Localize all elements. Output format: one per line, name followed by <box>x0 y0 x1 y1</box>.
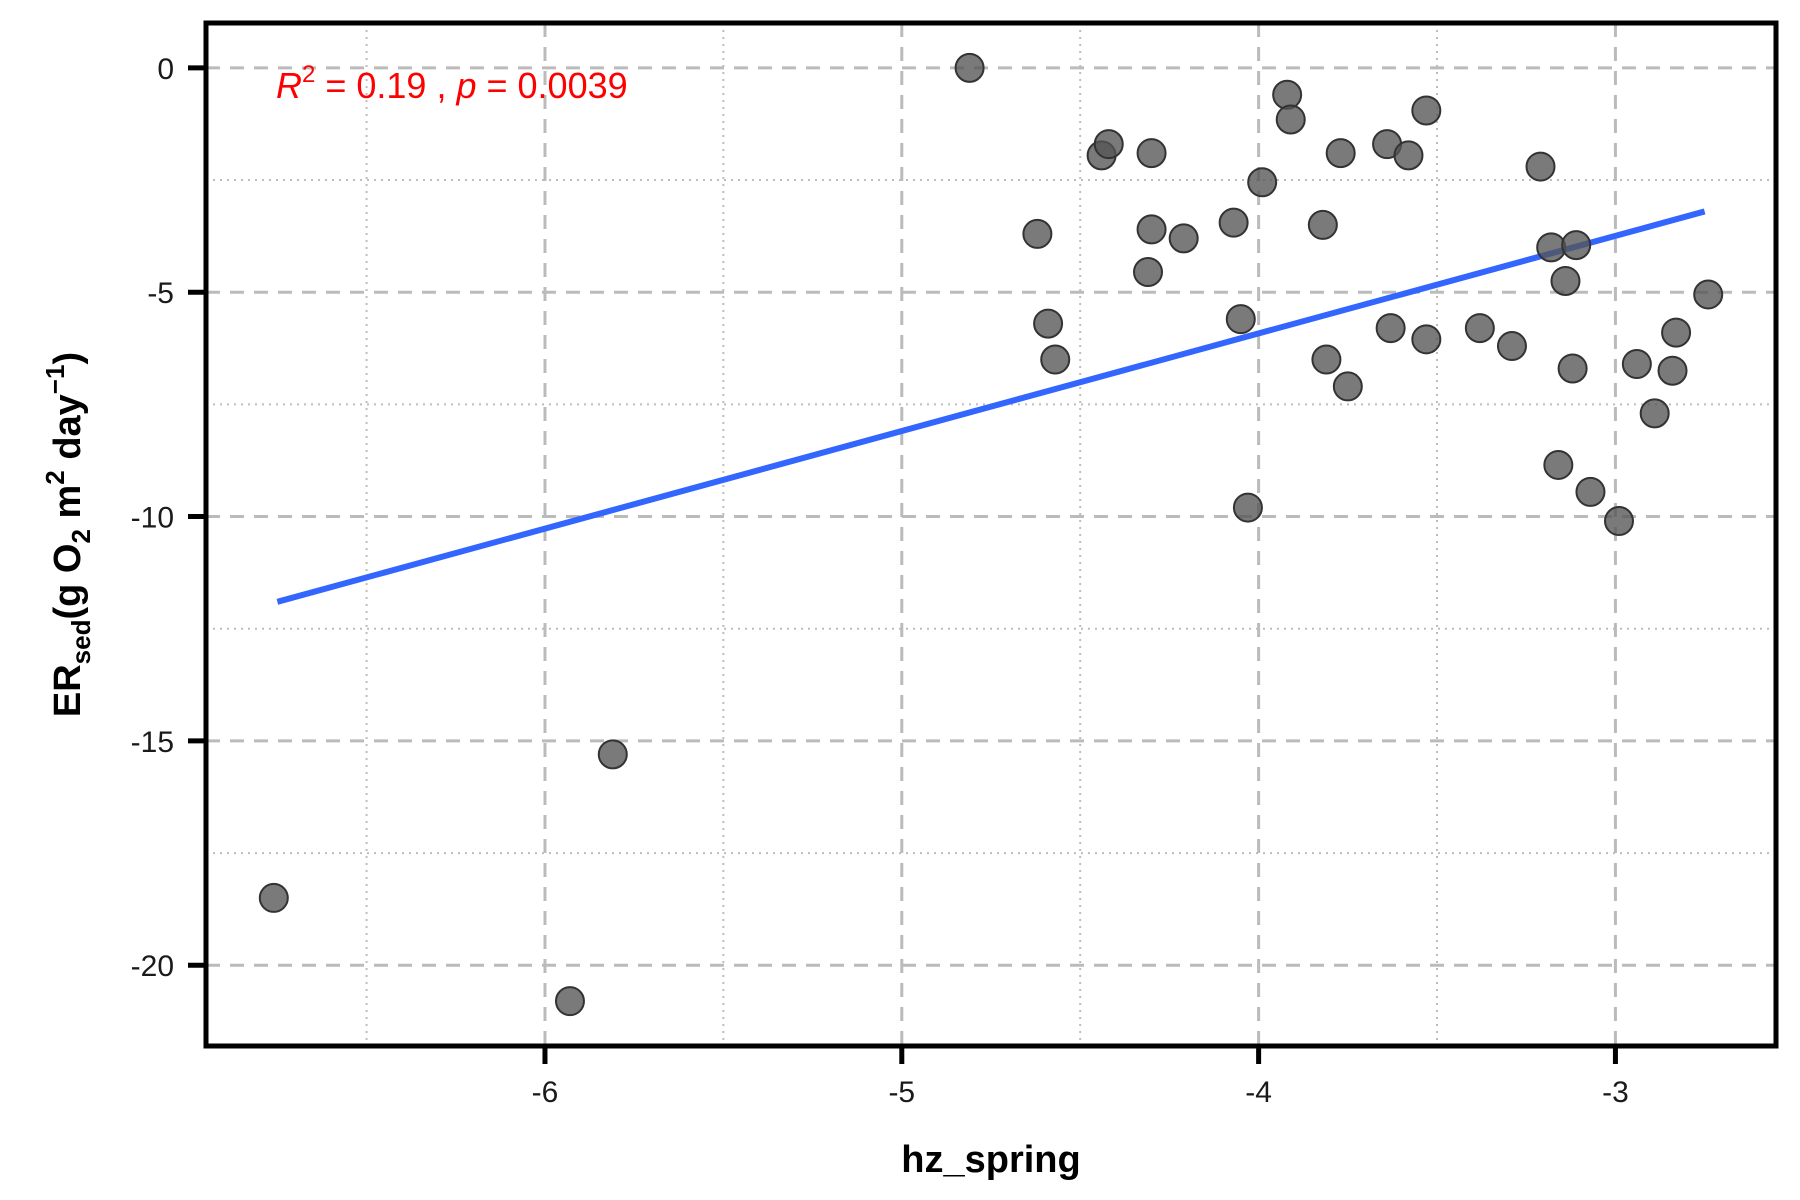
data-point <box>1307 209 1338 240</box>
r-superscript: 2 <box>302 61 315 88</box>
data-point <box>1693 279 1724 310</box>
regression-line <box>276 208 1706 605</box>
data-point <box>1657 355 1688 386</box>
data-point <box>1093 129 1124 160</box>
y-title-day-superscript: −1 <box>40 365 70 395</box>
data-point <box>1218 207 1249 238</box>
points-layer <box>258 52 1724 1017</box>
r2-value: = 0.19 , <box>315 65 456 106</box>
x-tick-label: -6 <box>532 1076 559 1109</box>
data-point <box>1247 167 1278 198</box>
data-point <box>1272 79 1303 110</box>
p-value: = 0.0039 <box>477 65 628 106</box>
data-point <box>1411 324 1442 355</box>
y-tick-label: -20 <box>131 950 174 983</box>
data-point <box>954 52 985 83</box>
y-tick-label: 0 <box>157 53 174 86</box>
y-title-m-superscript: 2 <box>40 470 70 484</box>
y-tick-label: -5 <box>147 277 174 310</box>
p-label: p <box>455 65 476 106</box>
r2-p-annotation: R2 = 0.19 , p = 0.0039 <box>276 61 628 106</box>
data-point <box>1136 214 1167 245</box>
data-point <box>1022 218 1053 249</box>
axis-ticks: -6 -5 -4 -3 0 -5 -10 -15 -20 <box>131 53 1629 1109</box>
data-point <box>1375 313 1406 344</box>
data-point <box>1604 506 1634 537</box>
data-point <box>1033 308 1064 339</box>
fit-layer <box>276 208 1706 605</box>
r-label: R <box>276 65 302 106</box>
data-point <box>1325 138 1356 169</box>
x-axis-title: hz_spring <box>901 1139 1080 1181</box>
x-tick-label: -3 <box>1602 1076 1629 1109</box>
x-tick-label: -4 <box>1245 1076 1272 1109</box>
data-point <box>1561 230 1592 261</box>
data-point <box>1621 349 1652 379</box>
data-point <box>1543 449 1574 480</box>
y-title-main: ER <box>47 664 89 717</box>
x-tick-label: -5 <box>888 1076 915 1109</box>
data-point <box>1225 304 1256 335</box>
data-point <box>1550 265 1581 296</box>
y-title-units-mid: m <box>47 485 89 529</box>
data-point <box>1661 317 1692 348</box>
plot-panel-border <box>203 20 1779 1049</box>
data-point <box>258 882 289 913</box>
data-point <box>1496 331 1527 362</box>
y-title-o-subscript: 2 <box>66 529 96 543</box>
data-point <box>1168 223 1199 254</box>
data-point <box>1232 492 1263 523</box>
data-point <box>1557 353 1588 384</box>
data-point <box>1393 140 1424 171</box>
data-point <box>1332 371 1363 402</box>
data-point <box>1639 398 1670 429</box>
y-tick-label: -15 <box>131 726 174 759</box>
data-point <box>1411 95 1442 126</box>
y-tick-label: -10 <box>131 502 174 535</box>
y-title-subscript: sed <box>66 620 96 665</box>
y-title-units-end: day <box>47 394 89 470</box>
y-title-units-prefix: (g O <box>47 544 89 620</box>
data-point <box>1133 257 1163 288</box>
y-axis-title: ERsed(g O2 m2 day−1) <box>40 352 96 717</box>
data-point <box>1136 138 1167 169</box>
data-point <box>554 986 585 1017</box>
data-point <box>1525 151 1556 182</box>
data-point <box>1040 344 1071 375</box>
data-point <box>1536 232 1567 263</box>
data-point <box>1575 476 1606 507</box>
y-title-close: ) <box>47 352 89 365</box>
data-point <box>597 739 628 770</box>
data-point <box>1275 104 1306 135</box>
data-point <box>1311 344 1342 375</box>
data-point <box>1464 313 1495 344</box>
